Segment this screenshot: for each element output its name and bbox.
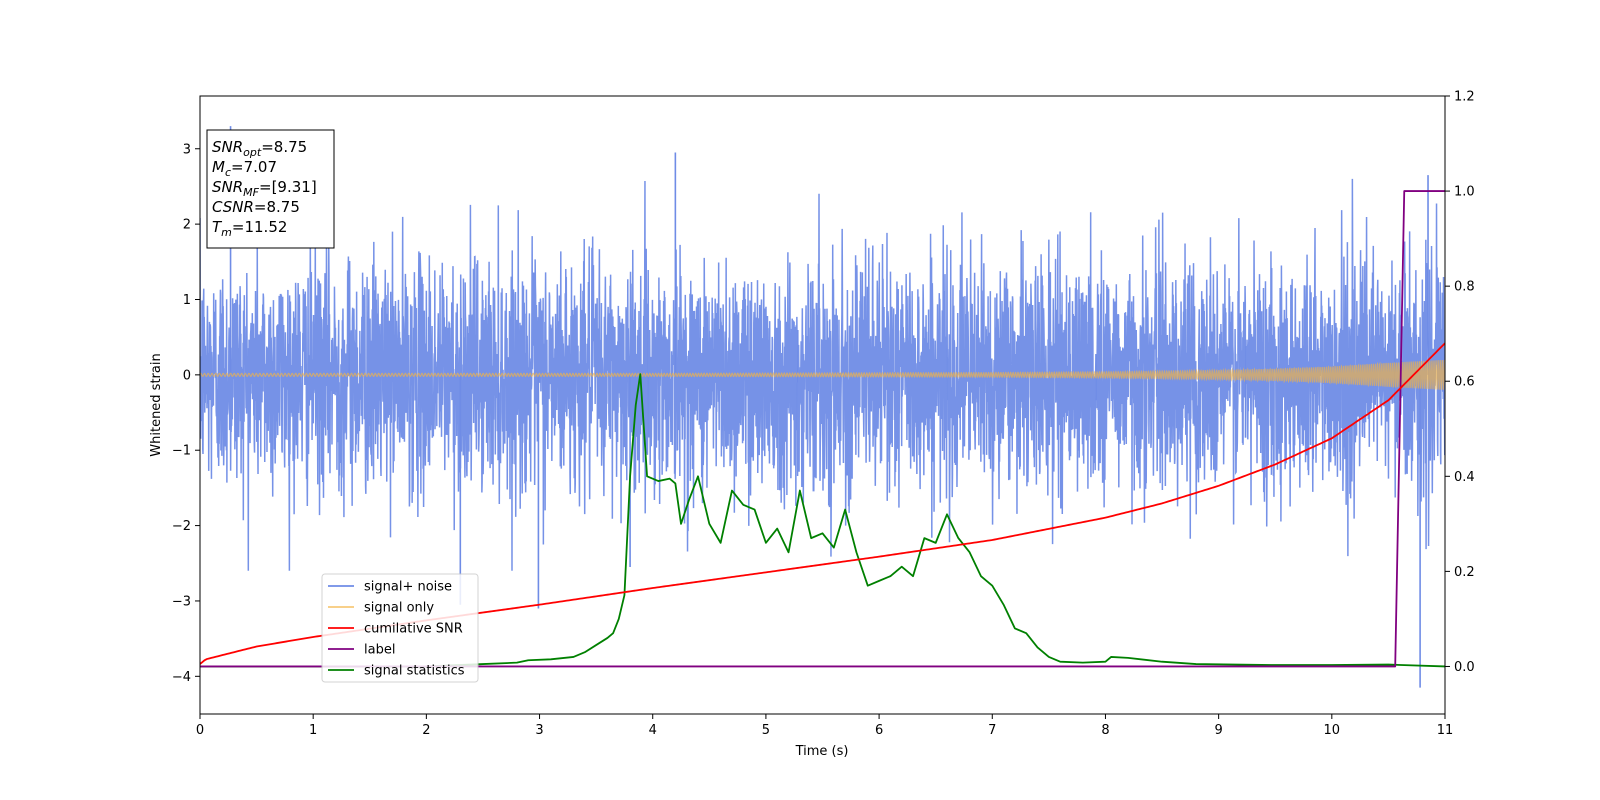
signal-only-line — [200, 359, 1445, 390]
signal-noise-line — [348, 204, 500, 538]
y2-tick-label: 0.8 — [1454, 280, 1475, 295]
y2-tick-label: 0.2 — [1454, 565, 1475, 580]
y2-tick-label: 0.4 — [1454, 470, 1475, 485]
y-axis-label: Whitened strain — [149, 353, 164, 456]
info-line: Tm=11.52 — [212, 218, 287, 239]
signal-noise-line — [497, 180, 649, 571]
info-box-frame — [206, 129, 335, 249]
y-tick-label: −2 — [172, 519, 191, 534]
x-tick-label: 4 — [649, 723, 657, 738]
x-tick-label: 10 — [1324, 723, 1341, 738]
info-line: CSNR=8.75 — [212, 198, 300, 216]
info-line: SNRMF=[9.31] — [212, 178, 317, 199]
y-tick-label: 2 — [183, 218, 191, 233]
label-line — [200, 190, 1445, 668]
legend-label: signal only — [364, 601, 434, 616]
signal-noise-line — [1095, 212, 1247, 539]
x-tick-label: 5 — [762, 723, 770, 738]
y-axis-right: 1.2 1.0 0.8 0.6 0.4 0.2 0.0 — [1445, 90, 1475, 675]
y-tick-label: −4 — [172, 670, 191, 685]
x-axis: 0 1 2 3 4 5 6 7 8 9 10 11 — [196, 714, 1453, 738]
legend-label: label — [364, 643, 395, 658]
x-tick-label: 6 — [875, 723, 883, 738]
legend-label: signal statistics — [364, 664, 465, 679]
x-tick-label: 2 — [422, 723, 430, 738]
plot-area — [200, 126, 1445, 688]
legend-label: cumilative SNR — [364, 622, 463, 637]
y2-tick-label: 1.0 — [1454, 185, 1475, 200]
x-tick-label: 3 — [535, 723, 543, 738]
x-tick-label: 1 — [309, 723, 317, 738]
info-line: SNRopt=8.75 — [212, 138, 307, 159]
y-axis-left: 3 2 1 0 −1 −2 −3 −4 — [172, 142, 200, 685]
legend-frame — [321, 573, 479, 683]
y2-tick-label: 0.6 — [1454, 375, 1475, 390]
x-tick-label: 8 — [1101, 723, 1109, 738]
signal-noise-line — [796, 193, 948, 557]
signal-statistics-line — [200, 373, 1445, 668]
x-tick-label: 7 — [988, 723, 996, 738]
x-tick-label: 0 — [196, 723, 204, 738]
y-tick-label: 1 — [183, 293, 191, 308]
y-tick-label: −1 — [172, 444, 191, 459]
x-tick-label: 11 — [1437, 723, 1454, 738]
x-tick-label: 9 — [1214, 723, 1222, 738]
legend-label: signal+ noise — [364, 580, 452, 595]
signal-noise-line — [647, 244, 799, 552]
y-tick-label: 0 — [183, 368, 191, 383]
x-axis-label: Time (s) — [795, 744, 849, 759]
axes-frame — [199, 95, 1446, 715]
legend: signal+ noise signal only cumilative SNR la… — [321, 573, 479, 683]
info-line: Mc=7.07 — [212, 158, 277, 179]
y-tick-label: −3 — [172, 594, 191, 609]
y2-tick-label: 0.0 — [1454, 660, 1475, 675]
series-group — [200, 126, 1445, 688]
y-tick-label: 3 — [183, 142, 191, 157]
signal-noise-line — [200, 217, 350, 571]
y2-tick-label: 1.2 — [1454, 90, 1475, 105]
